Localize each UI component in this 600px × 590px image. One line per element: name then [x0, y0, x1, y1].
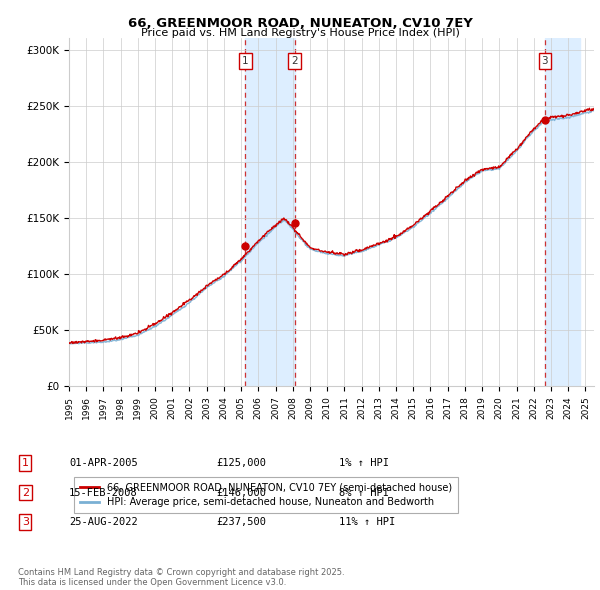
Legend: 66, GREENMOOR ROAD, NUNEATON, CV10 7EY (semi-detached house), HPI: Average price: 66, GREENMOOR ROAD, NUNEATON, CV10 7EY (… — [74, 477, 458, 513]
Text: £125,000: £125,000 — [216, 458, 266, 468]
Text: 8% ↑ HPI: 8% ↑ HPI — [339, 488, 389, 497]
Text: 25-AUG-2022: 25-AUG-2022 — [69, 517, 138, 527]
Text: 1: 1 — [242, 56, 249, 66]
Bar — [545, 38, 580, 386]
Text: 66, GREENMOOR ROAD, NUNEATON, CV10 7EY: 66, GREENMOOR ROAD, NUNEATON, CV10 7EY — [128, 17, 472, 30]
Text: 15-FEB-2008: 15-FEB-2008 — [69, 488, 138, 497]
Text: Contains HM Land Registry data © Crown copyright and database right 2025.
This d: Contains HM Land Registry data © Crown c… — [18, 568, 344, 587]
Text: 01-APR-2005: 01-APR-2005 — [69, 458, 138, 468]
Text: 3: 3 — [542, 56, 548, 66]
Bar — [245, 38, 295, 386]
Text: 3: 3 — [22, 517, 29, 527]
Text: £146,000: £146,000 — [216, 488, 266, 497]
Text: 1% ↑ HPI: 1% ↑ HPI — [339, 458, 389, 468]
Text: 11% ↑ HPI: 11% ↑ HPI — [339, 517, 395, 527]
Text: Price paid vs. HM Land Registry's House Price Index (HPI): Price paid vs. HM Land Registry's House … — [140, 28, 460, 38]
Text: 2: 2 — [22, 488, 29, 497]
Text: 2: 2 — [292, 56, 298, 66]
Text: £237,500: £237,500 — [216, 517, 266, 527]
Text: 1: 1 — [22, 458, 29, 468]
